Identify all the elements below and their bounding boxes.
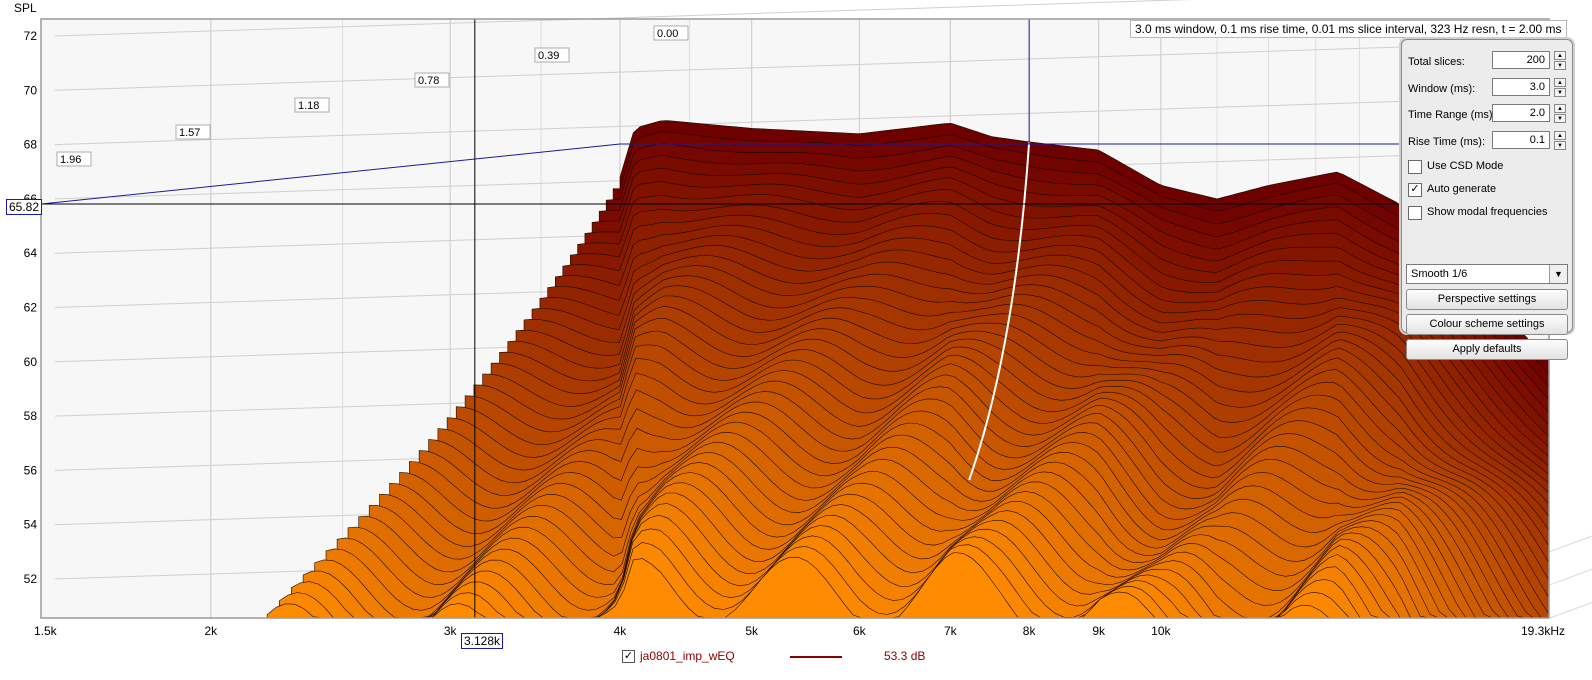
total-slices-label: Total slices: [1408, 56, 1465, 68]
y-tick-label: 60 [24, 355, 38, 369]
total-slices-up-icon[interactable]: ▲ [1554, 51, 1566, 60]
rise-time-label: Rise Time (ms): [1408, 136, 1485, 148]
show-modal-box[interactable] [1408, 206, 1422, 220]
cursor-y-readout: 65.82 [6, 199, 43, 215]
show-modal-label[interactable]: Show modal frequencies [1427, 206, 1548, 218]
cursor-lines [40, 19, 1549, 618]
time-tick-label: 0.78 [418, 75, 439, 87]
y-tick-label: 54 [24, 518, 38, 532]
perspective-settings-button[interactable]: Perspective settings [1406, 289, 1568, 310]
x-tick-label: 1.5k [34, 624, 58, 638]
window-spinner[interactable]: 3.0 ▲ ▼ [1492, 78, 1566, 98]
settings-panel: Total slices: 200 ▲ ▼ Window (ms): 3.0 ▲… [1401, 39, 1573, 360]
auto-generate-box[interactable]: ✓ [1408, 183, 1422, 197]
time-tag-box [175, 124, 211, 140]
colour-scheme-settings-button[interactable]: Colour scheme settings [1406, 314, 1568, 335]
waterfall-surface [266, 120, 1549, 618]
total-slices-row: Total slices: 200 ▲ ▼ [1408, 51, 1566, 73]
rise-time-spinner[interactable]: 0.1 ▲ ▼ [1492, 131, 1566, 151]
legend-visibility-checkbox[interactable]: ✓ [622, 650, 635, 663]
legend-value: 53.3 dB [884, 649, 926, 663]
cursor-x-readout: 3.128k [461, 633, 504, 649]
y-tick-label: 62 [24, 301, 38, 315]
total-slices-field[interactable]: 200 [1492, 51, 1550, 69]
time-tick-label: 0.39 [538, 50, 559, 62]
use-csd-mode-label[interactable]: Use CSD Mode [1427, 160, 1504, 172]
window-up-icon[interactable]: ▲ [1554, 78, 1566, 87]
y-tick-label: 52 [24, 572, 38, 586]
y-axis-title: SPL [14, 1, 37, 15]
y-tick-label: 72 [24, 29, 38, 43]
total-slices-down-icon[interactable]: ▼ [1554, 61, 1566, 70]
rise-time-field[interactable]: 0.1 [1492, 131, 1550, 149]
time-tick-label: 1.96 [60, 154, 81, 166]
y-tick-label: 58 [24, 409, 38, 423]
x-tick-label: 4k [614, 624, 628, 638]
x-tick-label: 2k [204, 624, 218, 638]
y-tick-label: 64 [24, 246, 38, 260]
cursor-trace [968, 141, 1031, 481]
x-tick-label: 9k [1092, 624, 1106, 638]
y-tick-label: 56 [24, 463, 38, 477]
x-tick-label: 6k [853, 624, 867, 638]
time-tick-label: 0.00 [657, 28, 678, 40]
cursor-perspective-line [40, 143, 621, 205]
rise-time-down-icon[interactable]: ▼ [1554, 141, 1566, 150]
x-tick-label: 19.3kHz [1521, 624, 1565, 638]
use-csd-mode-box[interactable] [1408, 160, 1422, 174]
rise-time-row: Rise Time (ms): 0.1 ▲ ▼ [1408, 131, 1566, 153]
info-banner: 3.0 ms window, 0.1 ms rise time, 0.01 ms… [1130, 20, 1567, 38]
time-range-row: Time Range (ms): 2.0 ▲ ▼ [1408, 104, 1566, 126]
window-field[interactable]: 3.0 [1492, 78, 1550, 96]
apply-defaults-button[interactable]: Apply defaults [1406, 339, 1568, 360]
legend-line-swatch [790, 656, 842, 658]
time-range-down-icon[interactable]: ▼ [1554, 114, 1566, 123]
x-tick-label: 3k [444, 624, 458, 638]
smoothing-select[interactable]: Smooth 1/6 ▼ [1406, 264, 1568, 284]
x-tick-label: 8k [1023, 624, 1037, 638]
window-down-icon[interactable]: ▼ [1554, 88, 1566, 97]
y-tick-label: 70 [24, 83, 38, 97]
x-tick-label: 5k [745, 624, 759, 638]
legend-series-name[interactable]: ja0801_imp_wEQ [640, 649, 735, 663]
time-tag-box [414, 72, 450, 88]
total-slices-spinner[interactable]: 200 ▲ ▼ [1492, 51, 1566, 71]
time-range-spinner[interactable]: 2.0 ▲ ▼ [1492, 104, 1566, 124]
smoothing-value: Smooth 1/6 [1411, 268, 1468, 280]
x-tick-label: 10k [1151, 624, 1171, 638]
time-tag-box [653, 25, 689, 41]
window-label: Window (ms): [1408, 83, 1476, 95]
time-tag-box [294, 97, 330, 113]
time-tag-box [56, 151, 92, 167]
time-range-field[interactable]: 2.0 [1492, 104, 1550, 122]
chevron-down-icon[interactable]: ▼ [1549, 265, 1567, 283]
time-tag-box [534, 47, 570, 63]
time-tick-label: 1.57 [179, 127, 200, 139]
window-row: Window (ms): 3.0 ▲ ▼ [1408, 78, 1566, 100]
rise-time-up-icon[interactable]: ▲ [1554, 131, 1566, 140]
x-tick-label: 7k [944, 624, 958, 638]
time-range-label: Time Range (ms): [1408, 109, 1496, 121]
y-tick-label: 68 [24, 138, 38, 152]
axis-labels: 7270686664626058565452SPL1.5k2k3k4k5k6k7… [14, 1, 1565, 638]
auto-generate-label[interactable]: Auto generate [1427, 183, 1497, 195]
time-range-up-icon[interactable]: ▲ [1554, 104, 1566, 113]
time-tick-label: 1.18 [298, 100, 319, 112]
